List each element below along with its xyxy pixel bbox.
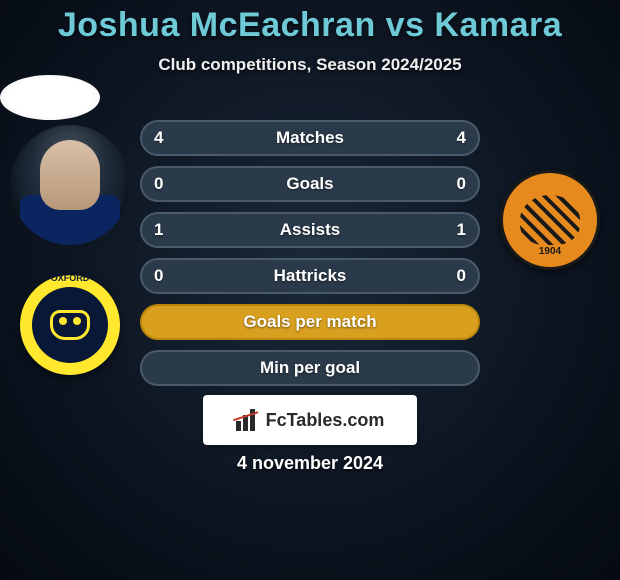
stats-table: Matches44Goals00Assists11Hattricks00Goal… xyxy=(140,120,480,396)
stat-value-right: 0 xyxy=(457,174,466,194)
stat-label: Goals xyxy=(286,174,333,194)
bull-icon xyxy=(50,310,90,340)
tiger-icon xyxy=(520,195,580,245)
stat-value-right: 0 xyxy=(457,266,466,286)
stat-row: Goals per match xyxy=(140,304,480,340)
stat-row: Goals 0 0 xyxy=(140,166,480,202)
stat-value-right: 4 xyxy=(457,128,466,148)
stat-row: Matches 4 4 xyxy=(140,120,480,156)
date-text: 4 november 2024 xyxy=(0,453,620,474)
infographic: Joshua McEachran vs Kamara Club competit… xyxy=(0,0,620,580)
stat-value-right: 1 xyxy=(457,220,466,240)
stat-value-left: 0 xyxy=(154,174,163,194)
club-left-label: OXFORD xyxy=(51,273,90,283)
stat-row: Hattricks 0 0 xyxy=(140,258,480,294)
brand-text: FcTables.com xyxy=(266,410,385,431)
club-left-inner xyxy=(32,287,108,363)
stat-label: Hattricks xyxy=(274,266,347,286)
brand-box: FcTables.com xyxy=(203,395,417,445)
stat-label: Matches xyxy=(276,128,344,148)
stat-row: Min per goal xyxy=(140,350,480,386)
stat-value-left: 0 xyxy=(154,266,163,286)
stat-row: Assists 1 1 xyxy=(140,212,480,248)
club-right-badge: 1904 xyxy=(500,170,600,270)
club-right-year: 1904 xyxy=(539,246,561,257)
stat-value-left: 4 xyxy=(154,128,163,148)
stat-label: Goals per match xyxy=(243,312,376,332)
stat-label: Assists xyxy=(280,220,340,240)
stat-label: Min per goal xyxy=(260,358,360,378)
stat-value-left: 1 xyxy=(154,220,163,240)
club-left-badge: OXFORD xyxy=(20,275,120,375)
page-title: Joshua McEachran vs Kamara xyxy=(0,6,620,45)
subtitle: Club competitions, Season 2024/2025 xyxy=(0,55,620,75)
player-right-avatar xyxy=(0,75,100,120)
player-left-avatar xyxy=(10,125,130,245)
chart-icon xyxy=(236,409,260,431)
